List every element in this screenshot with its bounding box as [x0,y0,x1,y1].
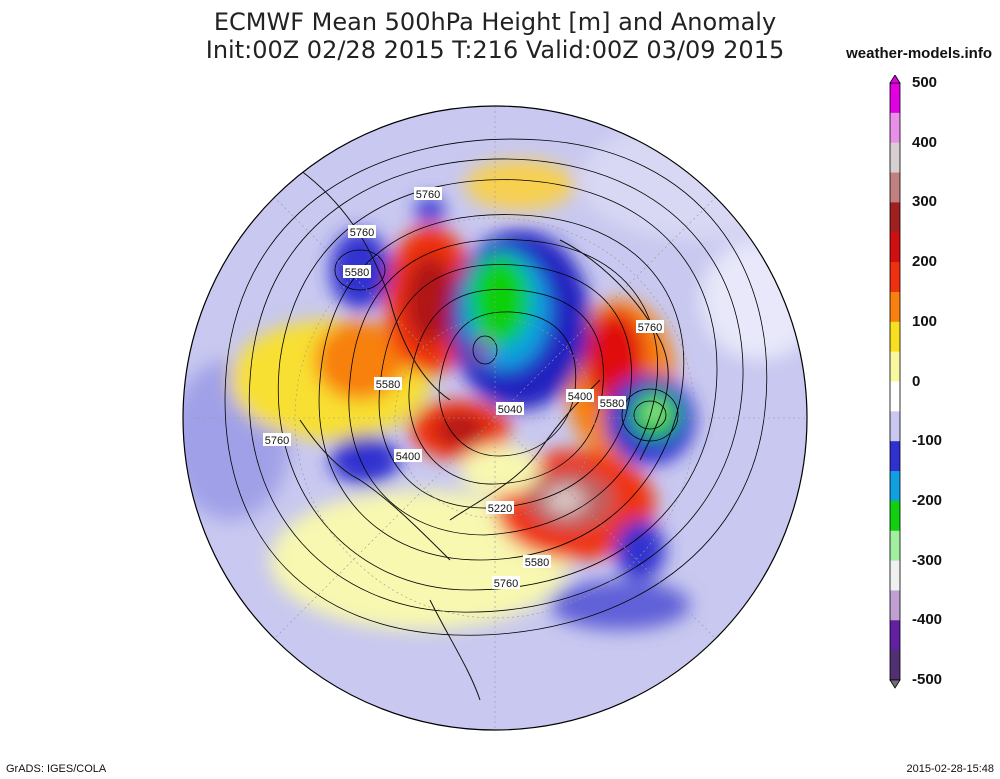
colorbar-band [890,321,900,353]
colorbar-band [890,441,900,472]
colorbar-tick-label: 0 [912,372,921,390]
contour-label: 5040 [498,404,522,416]
colorbar-band [890,142,900,174]
colorbar-tick-label: 100 [912,312,938,330]
contour-label: 5400 [396,451,420,463]
colorbar-band [890,291,900,323]
colorbar-band [890,590,900,621]
colorbar-top-arrow [889,75,901,84]
contour-labels: 5760 5760 5580 5580 5400 5040 5760 5580 … [263,187,664,590]
colorbar-tick-label: 400 [912,133,938,151]
colorbar-bands [889,82,901,681]
colorbar-tick-label: -300 [912,551,943,569]
contour-label: 5760 [638,322,662,334]
contour-label: 5580 [345,267,369,279]
colorbar-band [890,560,900,591]
colorbar-band [890,471,900,502]
colorbar-bottom-arrow [889,679,901,689]
contour-label: 5760 [416,189,440,201]
contour-label: 5760 [265,435,289,447]
colorbar-band [890,650,900,681]
contour-label: 5580 [525,557,549,569]
contour-label: 5760 [494,578,518,590]
colorbar-band [890,411,900,442]
footer-timestamp: 2015-02-28-15:48 [906,763,994,775]
contour-label: 5400 [568,391,592,403]
colorbar-tick-label: 300 [912,193,938,211]
contour-label: 5220 [488,503,512,515]
colorbar-tick-label: -100 [912,432,943,450]
colorbar-tick-label: 200 [912,253,938,271]
colorbar-band [890,232,900,263]
colorbar-tick-label: -200 [912,491,943,509]
colorbar-band [890,202,900,233]
colorbar-band [890,500,900,532]
colorbar-band [890,351,900,382]
anomaly-colorbar [889,75,901,689]
lat-lon-grid [183,106,807,730]
contour-label: 5580 [376,379,400,391]
chart-title-line1: ECMWF Mean 500hPa Height [m] and Anomaly [213,8,777,36]
colorbar-band [890,112,900,144]
colorbar-tick-label: 500 [912,74,938,91]
chart-title-line2: Init:00Z 02/28 2015 T:216 Valid:00Z 03/0… [205,36,785,64]
globe-outline [182,105,808,731]
colorbar-band [890,172,900,203]
colorbar-band [890,83,900,114]
colorbar-band [890,620,900,651]
contour-label: 5580 [600,398,624,410]
site-credit: weather-models.info [846,45,992,62]
colorbar-band [890,381,900,412]
colorbar-band [890,530,900,562]
contour-label: 5760 [350,227,374,239]
colorbar-tick-label: -400 [912,611,943,629]
footer-credit: GrADS: IGES/COLA [6,763,107,775]
colorbar-band [890,262,900,293]
colorbar-tick-label: -500 [912,671,943,688]
